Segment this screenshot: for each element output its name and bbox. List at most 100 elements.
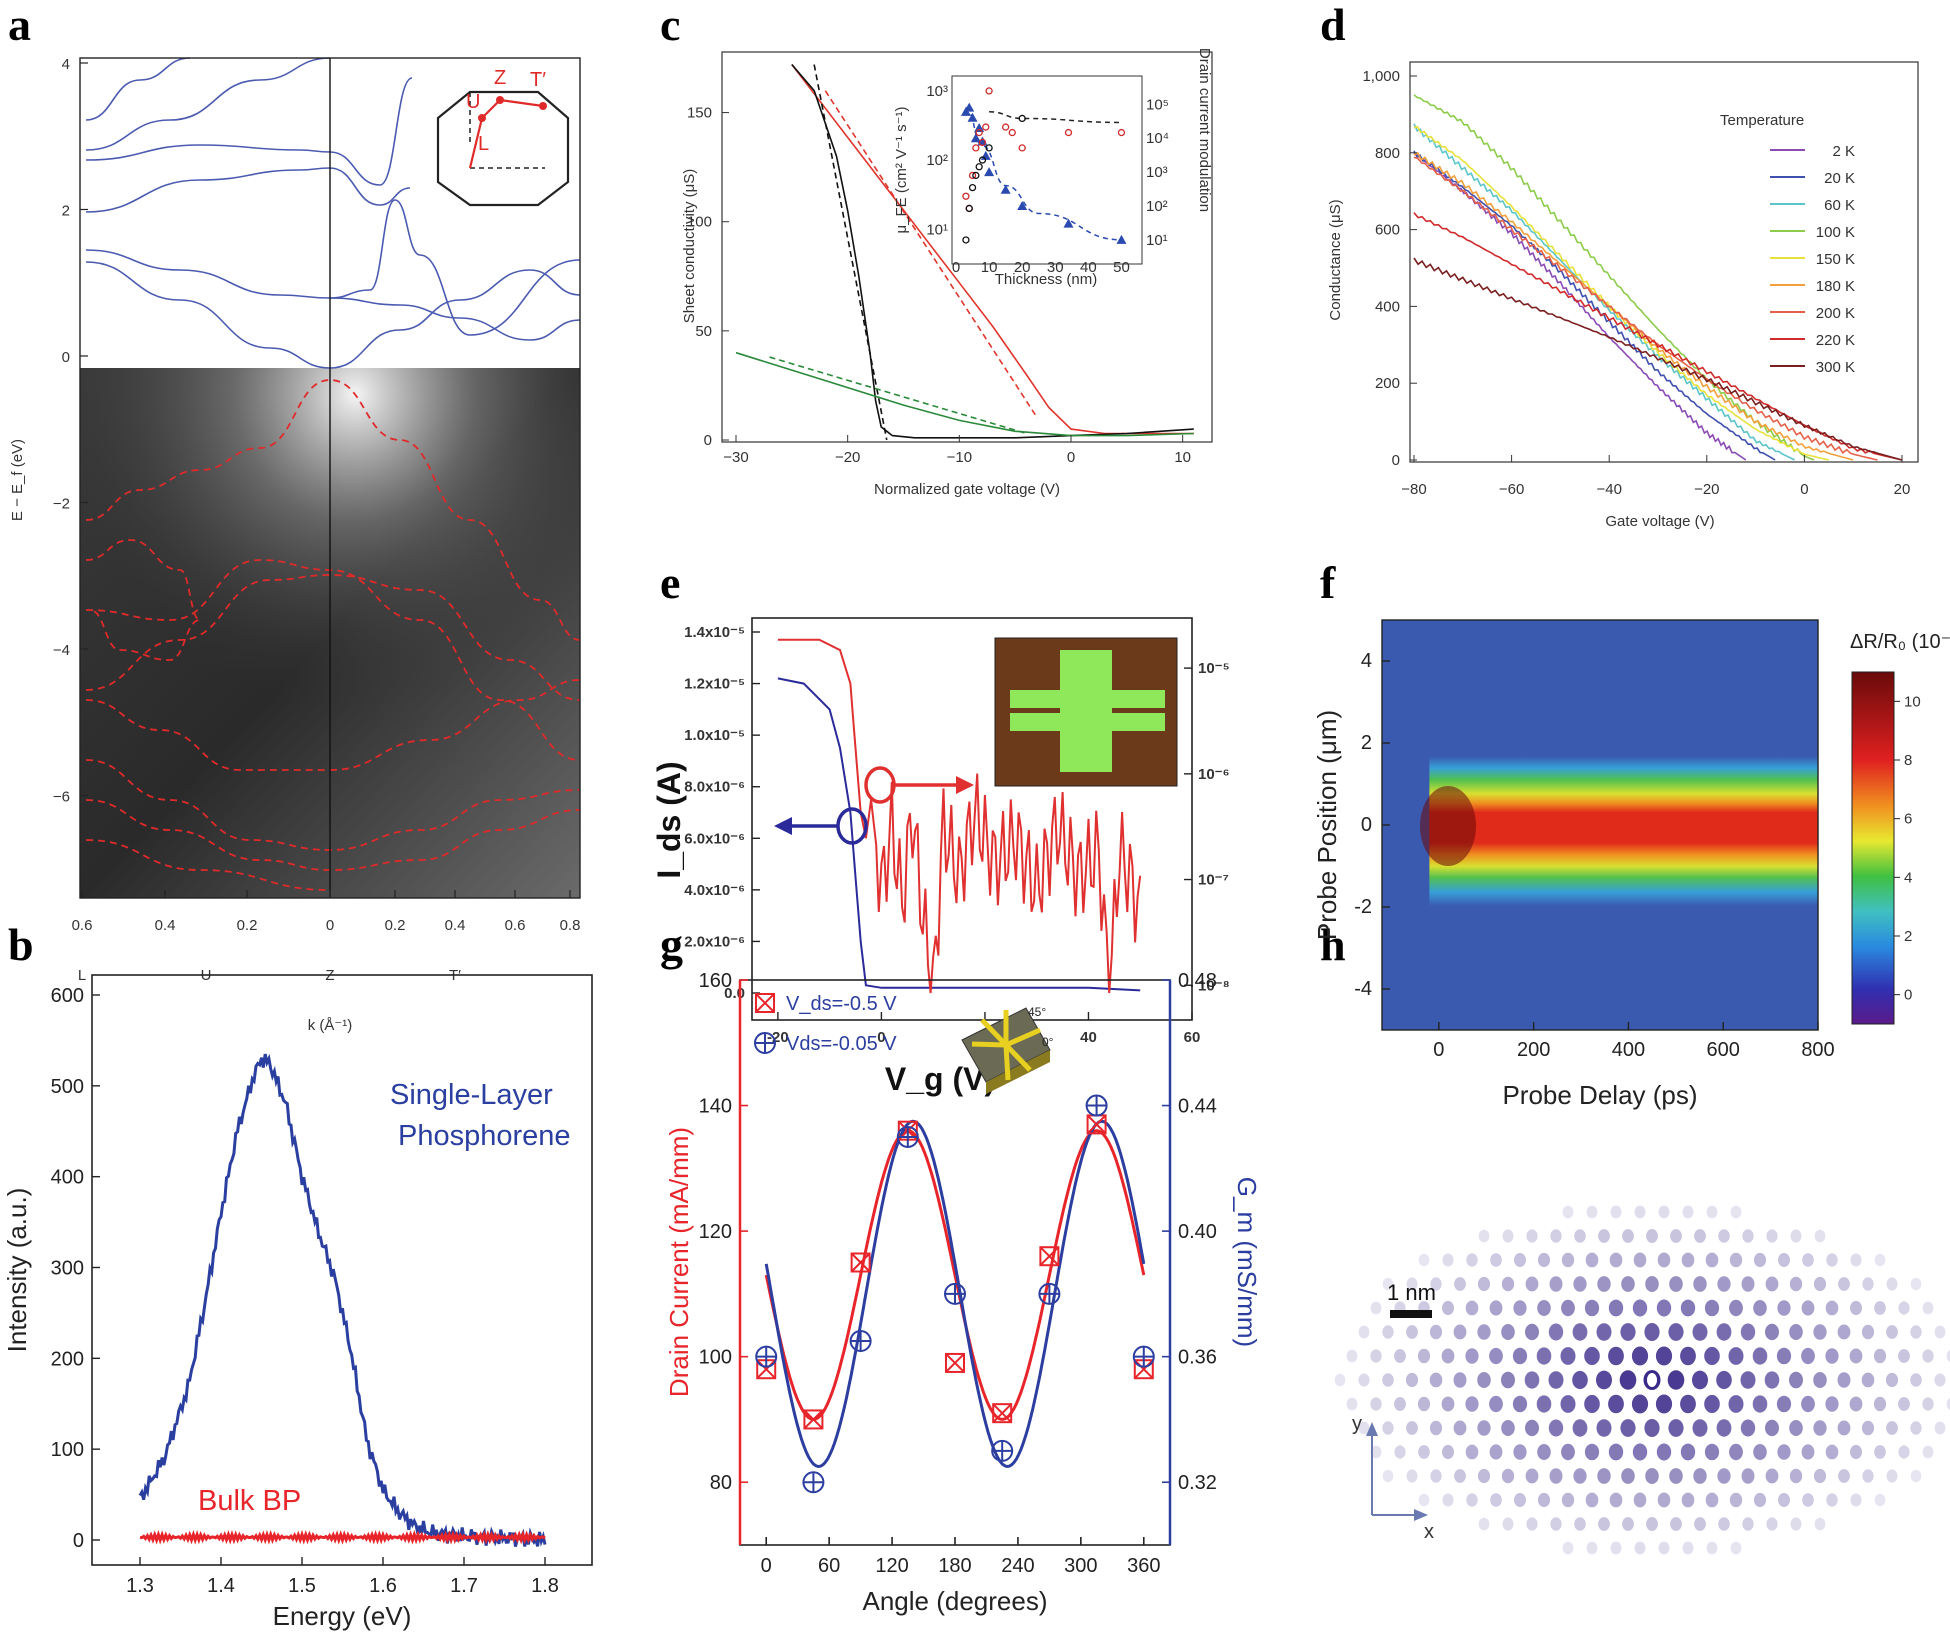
- atom: [1789, 1276, 1803, 1292]
- inset-blue-point: [964, 102, 975, 112]
- atom: [1789, 1420, 1803, 1436]
- atom: [1610, 1541, 1622, 1555]
- atom: [1394, 1397, 1406, 1411]
- band-curve: [329, 199, 581, 336]
- panel-d-x-label: Gate voltage (V): [1605, 513, 1714, 530]
- atom: [1584, 1394, 1600, 1414]
- e-y-tick-label: 2.0x10⁻⁶: [684, 933, 745, 950]
- panel-c-x-ticks: −30 −20 −10 0 10: [723, 435, 1191, 466]
- atom: [1382, 1325, 1394, 1339]
- atom: [1645, 1468, 1659, 1484]
- atom: [1514, 1493, 1526, 1507]
- e-y-tick-label: 1.2x10⁻⁵: [684, 676, 745, 693]
- atom: [1814, 1517, 1826, 1531]
- inset-black-trend: [989, 110, 1122, 124]
- red-band-curve: [85, 559, 581, 761]
- atom: [1705, 1252, 1719, 1268]
- atom: [1862, 1469, 1874, 1483]
- a-x-tick-label: 0.4: [155, 917, 176, 934]
- atom: [1813, 1420, 1827, 1436]
- atom: [1825, 1444, 1839, 1460]
- a-y-tick-label: −2: [53, 495, 70, 512]
- red-band-curve: [85, 379, 581, 641]
- drain-current-point-cross: [756, 1359, 776, 1379]
- d-y-tick-label: 0: [1392, 452, 1400, 469]
- b-x-tick-label: 1.4: [207, 1575, 235, 1597]
- inset-blue-point: [1116, 234, 1127, 244]
- atom: [1692, 1419, 1708, 1437]
- atom: [1644, 1419, 1660, 1437]
- band-curve: [85, 57, 191, 121]
- atom: [1441, 1348, 1455, 1364]
- atom: [1465, 1348, 1479, 1364]
- atom: [1886, 1421, 1898, 1435]
- bz-label-u: U: [466, 91, 480, 113]
- atom: [1885, 1372, 1899, 1388]
- atom: [1572, 1370, 1588, 1390]
- atom: [1813, 1324, 1827, 1340]
- bz-point-t: [539, 102, 547, 110]
- b-x-tick-label: 1.7: [450, 1575, 478, 1597]
- e-y-tick-label: 8.0x10⁻⁶: [684, 779, 745, 796]
- f-x-tick-label: 400: [1612, 1039, 1645, 1061]
- atom: [1358, 1325, 1370, 1339]
- f-y-tick-label: 2: [1361, 732, 1372, 754]
- atom: [1536, 1347, 1552, 1365]
- drain-current-point-cross: [945, 1353, 965, 1373]
- inset-red-point: [1018, 144, 1026, 152]
- atom: [1778, 1493, 1790, 1507]
- drain-current-point: [1039, 1246, 1060, 1267]
- colorbar-label: ΔR/R₀ (10⁻⁵): [1850, 631, 1950, 653]
- device-photo-inset: [994, 637, 1178, 787]
- atom: [1692, 1370, 1708, 1390]
- panel-c-x-label: Normalized gate voltage (V): [874, 481, 1060, 498]
- atom: [1573, 1468, 1587, 1484]
- c-series-red: [791, 64, 1194, 435]
- b-x-tick-label: 1.8: [531, 1575, 559, 1597]
- atom: [1501, 1371, 1515, 1389]
- inset-red-point: [1008, 128, 1016, 137]
- atom: [1655, 1394, 1673, 1414]
- atom: [1801, 1300, 1815, 1316]
- legend-vds-05: V_ds=-0.5 V: [786, 993, 897, 1015]
- atom: [1513, 1300, 1527, 1316]
- atom: [1405, 1372, 1419, 1388]
- atom: [1429, 1420, 1443, 1436]
- f-x-tick-label: 200: [1517, 1039, 1550, 1061]
- b-x-tick-label: 1.6: [369, 1575, 397, 1597]
- atom: [1861, 1372, 1875, 1388]
- atom: [1934, 1421, 1946, 1435]
- atom: [1442, 1493, 1454, 1507]
- atom: [1466, 1253, 1478, 1267]
- atom: [1406, 1469, 1418, 1483]
- e-x-tick-label: 60: [1184, 1029, 1201, 1046]
- atom: [1465, 1300, 1479, 1316]
- atom: [1334, 1373, 1346, 1387]
- atom: [1370, 1397, 1382, 1411]
- inset-blue-point: [1063, 218, 1074, 228]
- inset-blue-point: [984, 167, 995, 177]
- atom: [1454, 1277, 1466, 1291]
- atom: [1694, 1229, 1706, 1243]
- atom: [1886, 1325, 1898, 1339]
- atom: [1873, 1348, 1887, 1364]
- atom: [1585, 1492, 1599, 1508]
- atom: [1730, 1205, 1742, 1219]
- atom: [1752, 1395, 1768, 1413]
- cbar-tick-label: 8: [1904, 752, 1912, 769]
- atom: [1704, 1299, 1720, 1317]
- series-log: [777, 638, 1142, 994]
- inset-blue-point: [974, 123, 985, 133]
- atom: [1740, 1419, 1756, 1437]
- inset-label-0: 0°: [1042, 1035, 1054, 1049]
- bz-label-z: Z: [494, 67, 506, 89]
- atom: [1634, 1205, 1646, 1219]
- legend-title: Temperature: [1720, 112, 1804, 129]
- legend-entry: 60 K: [1824, 197, 1855, 214]
- atom: [1729, 1299, 1743, 1317]
- panel-g-legend: V_ds=-0.5 V Vds=-0.05 V: [754, 993, 897, 1055]
- x-arrow-head: [1414, 1509, 1428, 1521]
- atom: [1621, 1276, 1635, 1292]
- atom: [1802, 1253, 1814, 1267]
- atom: [1873, 1396, 1887, 1412]
